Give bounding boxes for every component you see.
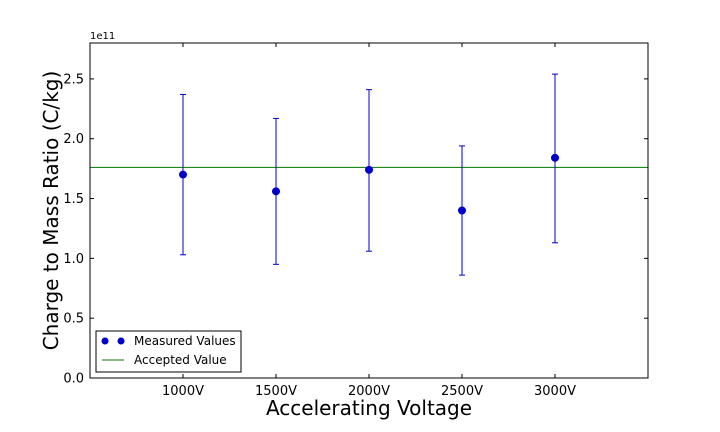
y-tick-label: 0.5 bbox=[63, 312, 84, 327]
legend-label-measured: Measured Values bbox=[134, 334, 236, 348]
data-point bbox=[179, 170, 187, 179]
data-point bbox=[458, 206, 466, 215]
x-axis-label: Accelerating Voltage bbox=[266, 396, 472, 420]
y-axis-exponent-label: 1e11 bbox=[90, 31, 115, 42]
legend-label-accepted: Accepted Value bbox=[134, 353, 227, 367]
data-point bbox=[365, 165, 373, 174]
y-tick-label: 2.5 bbox=[63, 72, 84, 87]
y-tick-label: 1.5 bbox=[63, 192, 84, 207]
y-axis-ticks: 0.0 0.5 1.0 1.5 2.0 2.5 bbox=[63, 72, 648, 387]
x-axis-ticks: 1000V 1500V 2000V 2500V 3000V bbox=[162, 43, 576, 399]
x-tick-label: 1000V bbox=[162, 384, 204, 399]
x-tick-label: 3000V bbox=[534, 384, 576, 399]
y-tick-label: 2.0 bbox=[63, 132, 84, 147]
y-axis-label: Charge to Mass Ratio (C/kg) bbox=[39, 71, 63, 351]
y-tick-label: 1.0 bbox=[63, 252, 84, 267]
x-tick-label: 2500V bbox=[441, 384, 483, 399]
x-tick-label: 1500V bbox=[255, 384, 297, 399]
x-tick-label: 2000V bbox=[348, 384, 390, 399]
plot-area bbox=[90, 73, 648, 276]
y-tick-label: 0.0 bbox=[63, 372, 84, 387]
legend-marker-measured bbox=[101, 337, 109, 345]
data-point bbox=[551, 153, 559, 162]
legend-marker-measured bbox=[117, 337, 125, 345]
data-point bbox=[272, 187, 280, 196]
legend: Measured Values Accepted Value bbox=[95, 330, 242, 373]
